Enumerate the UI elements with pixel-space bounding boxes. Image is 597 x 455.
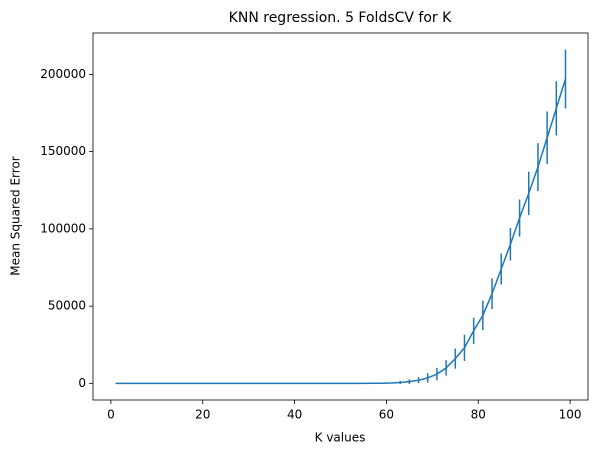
x-tick-label: 100 bbox=[559, 408, 582, 422]
x-tick-label: 40 bbox=[287, 408, 302, 422]
x-tick-label: 60 bbox=[379, 408, 394, 422]
y-tick-label: 0 bbox=[78, 376, 86, 390]
y-tick-label: 100000 bbox=[40, 221, 86, 235]
x-tick-label: 20 bbox=[195, 408, 210, 422]
y-axis-label: Mean Squared Error bbox=[9, 156, 23, 276]
x-axis-label: K values bbox=[315, 431, 366, 445]
x-tick-label: 0 bbox=[107, 408, 115, 422]
plot-frame bbox=[92, 32, 589, 401]
y-tick-label: 150000 bbox=[40, 144, 86, 158]
chart-title: KNN regression. 5 FoldsCV for K bbox=[229, 10, 452, 26]
x-tick-label: 80 bbox=[471, 408, 486, 422]
y-tick-label: 50000 bbox=[48, 299, 86, 313]
data-line bbox=[115, 78, 567, 385]
y-tick-label: 200000 bbox=[40, 67, 86, 81]
